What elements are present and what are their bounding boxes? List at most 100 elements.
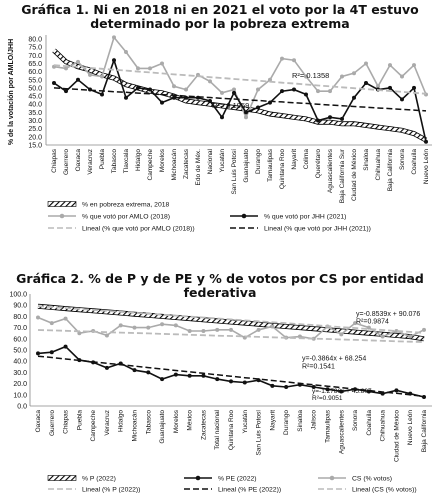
- series-1-point: [268, 77, 272, 82]
- x-tick-label: Durango: [283, 410, 290, 435]
- legend-swatch-marker: [59, 213, 65, 219]
- series-1-point: [146, 370, 151, 375]
- trend-equation: R²=0.9874: [356, 319, 389, 326]
- y-tick-label: 10.0: [13, 392, 27, 399]
- series-0-line: [52, 49, 427, 142]
- x-tick-label: Morelos: [159, 148, 166, 172]
- series-1-point: [187, 373, 192, 378]
- x-tick-label: Coahuila: [366, 410, 373, 436]
- series-2-point: [352, 95, 356, 100]
- series-2-point: [256, 105, 260, 110]
- x-tick-label: San Luis Potosí: [231, 149, 238, 195]
- series-1-point: [256, 87, 260, 92]
- x-tick-label: Puebla: [76, 410, 83, 431]
- legend-label: % que votó por AMLO (2018): [82, 214, 170, 221]
- x-tick-label: Baja California Sur: [339, 148, 346, 203]
- series-2-point: [63, 316, 68, 321]
- x-tick-label: Guanajuato: [243, 149, 250, 183]
- series-1-point: [316, 89, 320, 94]
- series-2-point: [408, 334, 413, 339]
- x-tick-label: Hidalgo: [135, 149, 142, 171]
- x-tick-label: Ciudad de México: [393, 410, 400, 462]
- y-tick-label: 25.0: [28, 126, 42, 133]
- series-1-point: [160, 377, 165, 382]
- series-1-point: [184, 87, 188, 92]
- x-tick-label: Yucatán: [242, 410, 249, 434]
- x-tick-label: Zacatecas: [183, 148, 190, 179]
- series-2-line: [53, 57, 427, 142]
- y-tick-label: 30.0: [28, 118, 42, 125]
- y-tick-label: 65.0: [28, 61, 42, 68]
- series-2-point: [100, 92, 104, 97]
- legend-label: % que votó por JHH (2021): [264, 214, 346, 221]
- series-1-point: [229, 379, 233, 384]
- x-tick-label: Quintana Roo: [279, 149, 286, 189]
- series-1-point: [201, 373, 206, 378]
- series-1-point: [325, 387, 330, 392]
- y-tick-label: 70.0: [28, 53, 42, 60]
- y-axis-label: % de la votación por AMLO/JHH: [8, 39, 15, 145]
- legend-label: % P (2022): [82, 476, 116, 483]
- chart-2-title: Gráfica 2. % de P y de PE y % de votos p…: [16, 271, 424, 300]
- series-5-trendline: [37, 329, 425, 343]
- series-1-point: [270, 383, 275, 388]
- series-1-point: [49, 350, 54, 355]
- legend-label: Lineal (% P (2022)): [82, 487, 140, 494]
- series-1-point: [64, 66, 68, 71]
- series-1-point: [112, 35, 116, 40]
- x-tick-label: Chiapas: [63, 409, 70, 434]
- x-tick-label: Guerrero: [49, 410, 56, 436]
- legend-label: Lineal (% que votó por JHH (2021)): [264, 226, 371, 233]
- chart-1-title: Gráfica 1. Ni en 2018 ni en 2021 el voto…: [0, 3, 440, 31]
- series-1-point: [104, 365, 109, 370]
- series-1-point: [132, 368, 137, 373]
- trend-equation: y=-0.8539x + 90.076: [356, 311, 420, 318]
- trend-equation: R²=0.1541: [302, 363, 335, 370]
- series-1-point: [284, 384, 289, 389]
- x-tick-label: Total nacional: [214, 409, 221, 449]
- x-tick-label: Oaxaca: [75, 149, 82, 172]
- series-2-point: [232, 90, 236, 95]
- chart-2-plot: 0.0 10.0 20.0 30.0 40.0 50.0 60.0 70.0 80.0 90.0 1…: [9, 292, 432, 494]
- series-2-point: [353, 321, 358, 326]
- x-tick-label: Nayarit: [291, 149, 298, 170]
- y-tick-label: 70.0: [13, 325, 27, 332]
- r2-annotation: R²= 0.1959: [212, 101, 249, 110]
- x-tick-label: Michoacán: [132, 410, 139, 442]
- series-1-point: [232, 87, 236, 92]
- series-2-point: [146, 325, 151, 330]
- series-2-point: [215, 327, 220, 332]
- series-2-point: [160, 100, 164, 105]
- series-2-point: [256, 327, 261, 332]
- x-tick-label: Ciudad de México: [351, 149, 358, 201]
- series-4-trendline: [37, 355, 425, 398]
- trend-equation: y=-1.2786x + 45.807: [312, 388, 372, 395]
- chart-1-title-line-1: Gráfica 1. Ni en 2018 ni en 2021 el voto…: [21, 2, 419, 17]
- x-tick-label: Chiapas: [51, 148, 58, 173]
- y-tick-label: 100.0: [9, 292, 27, 299]
- legend-label: Lineal (% que votó por AMLO (2018)): [82, 226, 195, 233]
- legend-swatch: [47, 475, 77, 481]
- series-1-point: [215, 377, 220, 382]
- x-tick-label: Oaxaca: [35, 410, 42, 433]
- trend-equation: R²=0.9051: [312, 395, 343, 402]
- legend-label: Lineal (CS (% votos)): [352, 487, 417, 494]
- series-2-point: [124, 95, 128, 100]
- series-2-point: [136, 85, 140, 90]
- x-tick-label: Michoacán: [171, 149, 178, 181]
- x-tick-label: Nuevo León: [423, 149, 430, 184]
- x-tick-label: Aguascalientes: [327, 148, 334, 193]
- x-tick-label: Baja California: [421, 410, 428, 453]
- series-2-point: [244, 110, 248, 115]
- series-1-point: [280, 56, 284, 61]
- series-1-point: [340, 74, 344, 79]
- x-tick-label: Hidalgo: [118, 410, 125, 432]
- y-tick-label: 15.0: [28, 143, 42, 150]
- series-2-point: [49, 321, 54, 326]
- series-1-point: [136, 66, 140, 71]
- x-tick-label: Sinaloa: [363, 149, 370, 171]
- x-tick-label: Quintana Roo: [228, 410, 235, 450]
- series-2-point: [280, 89, 284, 94]
- y-tick-label: 60.0: [28, 69, 42, 76]
- x-tick-label: Yucatán: [219, 149, 226, 173]
